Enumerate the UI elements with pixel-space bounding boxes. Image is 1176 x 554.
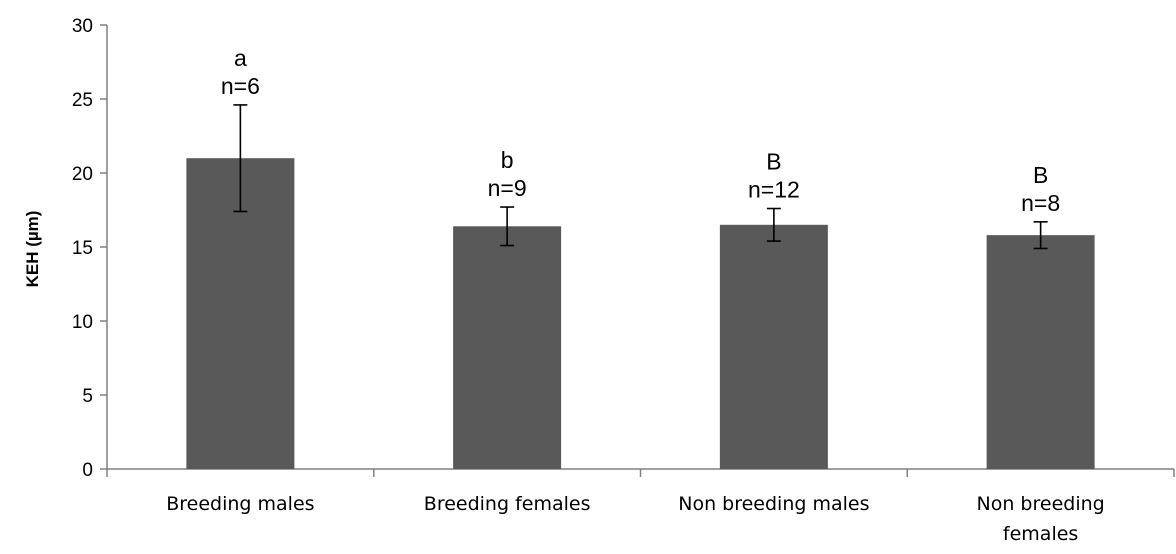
- bar-annotation: n=9: [488, 175, 527, 201]
- bar-annotation: B: [766, 149, 781, 175]
- bar-annotation: B: [1033, 162, 1048, 188]
- y-tick-label: 25: [72, 90, 93, 111]
- y-tick-label: 30: [72, 16, 93, 37]
- y-axis-label: KEH (µm): [23, 211, 42, 288]
- bars: [186, 158, 1095, 469]
- category-label: Breeding males: [166, 493, 314, 515]
- bar-annotation: b: [501, 147, 514, 173]
- y-tick-label: 5: [82, 386, 93, 407]
- category-labels: Breeding males Breeding females Non breedi…: [166, 493, 1105, 545]
- y-tick-label: 20: [72, 164, 93, 185]
- y-tick-label: 0: [82, 460, 93, 481]
- x-axis: [106, 468, 1175, 477]
- bar: [719, 224, 828, 469]
- bar: [986, 235, 1095, 469]
- bar-annotation: n=6: [221, 73, 260, 99]
- category-label: females: [1003, 523, 1078, 545]
- y-tick-label: 10: [72, 312, 93, 333]
- category-label: Non breeding males: [678, 493, 869, 515]
- bar: [453, 226, 562, 469]
- error-bars: [233, 104, 1048, 250]
- category-label: Non breeding: [977, 493, 1105, 515]
- bar-annotation: a: [234, 45, 247, 71]
- category-label: Breeding females: [424, 493, 591, 515]
- bar-annotation: n=8: [1021, 190, 1060, 216]
- y-tick-label: 15: [72, 238, 93, 259]
- bar-annotation: n=12: [748, 177, 800, 203]
- y-axis: 0 5 10 15 20 25 30: [72, 16, 108, 481]
